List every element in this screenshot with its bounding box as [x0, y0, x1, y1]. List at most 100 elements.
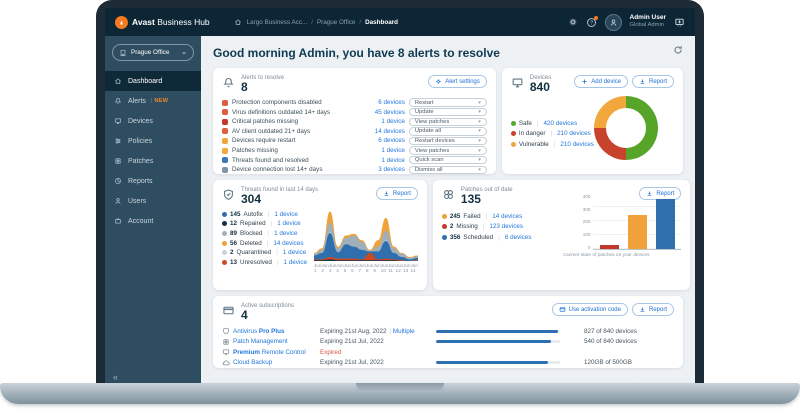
- alert-action-select[interactable]: Dismiss all ▾: [408, 165, 487, 174]
- patch-bar-chart: 400 300 200 100 0 Current state of patches o…: [531, 192, 682, 283]
- alert-action-select[interactable]: Update ▾: [408, 107, 487, 117]
- alert-action-label: Dismiss all: [414, 166, 443, 173]
- alert-action-select[interactable]: Quick scan ▾: [408, 155, 487, 165]
- brand-rest: Business Hub: [157, 17, 210, 27]
- sidebar-item-users[interactable]: Users: [105, 191, 201, 211]
- use-activation-code-button[interactable]: Use activation code: [551, 303, 628, 316]
- svg-text:?: ?: [589, 20, 592, 26]
- alert-label: Critical patches missing: [232, 118, 299, 126]
- x-tick-label: Jun 14: [410, 262, 418, 273]
- alerts-card-title: Alerts to resolve: [241, 75, 285, 81]
- legend-item-scheduled: 356 Scheduled | 6 devices: [441, 233, 532, 241]
- legend-count: 12: [230, 220, 238, 228]
- sidebar-item-label: Policies: [128, 137, 153, 145]
- legend-item-blocked: 89 Blocked | 1 device: [222, 230, 306, 237]
- patches-card: Patches out of date 135 Report: [432, 180, 691, 290]
- safe-devices-link[interactable]: 420 devices: [543, 120, 578, 128]
- subscription-name-link[interactable]: Patch Management: [222, 338, 320, 346]
- legend-item-quarantined: 2 Quarantined | 1 device: [222, 249, 306, 256]
- avatar[interactable]: [604, 13, 622, 31]
- threats-report-label: Report: [392, 190, 411, 197]
- sidebar-item-label: Reports: [128, 177, 153, 185]
- subscription-name-link[interactable]: Cloud Backup: [222, 359, 320, 367]
- alert-devices-link[interactable]: 45 devices: [374, 108, 405, 116]
- alert-action-select[interactable]: View patches ▾: [408, 146, 487, 155]
- threats-legend: 145 Autofix | 1 device 12 Repaired | 1 device …: [222, 210, 307, 275]
- failed-devices-link[interactable]: 14 devices: [492, 212, 523, 220]
- subscriptions-report-button[interactable]: Report: [631, 303, 674, 316]
- legend-label: Vulnerable: [518, 140, 549, 148]
- alert-devices-link[interactable]: 3 devices: [378, 166, 405, 174]
- sidebar-item-policies[interactable]: Policies: [105, 131, 201, 151]
- autofix-dot: [222, 211, 227, 217]
- legend-separator: |: [482, 223, 485, 231]
- sidebar-item-account[interactable]: Account: [105, 211, 201, 231]
- legend-item-repaired: 12 Repaired | 1 device: [222, 220, 306, 227]
- subscription-name-link[interactable]: Premium Remote Control: [222, 348, 320, 356]
- legend-separator: |: [276, 258, 279, 266]
- repaired-devices-link[interactable]: 1 device: [277, 220, 301, 228]
- vulnerable-devices-link[interactable]: 210 devices: [560, 140, 594, 148]
- in-danger-devices-link[interactable]: 210 devices: [557, 130, 591, 138]
- sidebar-item-alerts[interactable]: Alerts NEW: [105, 91, 201, 111]
- unresolved-devices-link[interactable]: 1 device: [283, 258, 307, 266]
- blocked-devices-link[interactable]: 1 device: [274, 229, 298, 237]
- alert-devices-link[interactable]: 1 device: [381, 156, 405, 164]
- help-icon[interactable]: ?: [586, 15, 598, 28]
- scheduled-dot: [441, 234, 447, 240]
- breadcrumb-site[interactable]: Prague Office: [316, 18, 356, 26]
- scheduled-devices-link[interactable]: 6 devices: [504, 233, 532, 241]
- alert-settings-button[interactable]: Alert settings: [428, 75, 487, 88]
- multiple-link[interactable]: Multiple: [390, 328, 415, 335]
- legend-label: Deleted: [240, 239, 262, 247]
- devices-report-button[interactable]: Report: [631, 75, 674, 88]
- breadcrumb-account[interactable]: Largo Business Acc...: [246, 18, 308, 26]
- missing-devices-link[interactable]: 123 devices: [489, 223, 524, 231]
- sidebar-item-devices[interactable]: Devices: [105, 111, 201, 131]
- alert-action-select[interactable]: View patches ▾: [408, 117, 487, 126]
- org-selector[interactable]: Prague Office: [112, 44, 194, 61]
- bell-icon: [222, 76, 235, 89]
- expiry-text: Expiring 21st Aug, 2022: [320, 327, 387, 335]
- subscription-name-link[interactable]: Antivirus Pro Plus: [222, 327, 320, 335]
- alert-label: Device connection lost 14+ days: [232, 166, 323, 174]
- autofix-devices-link[interactable]: 1 device: [274, 210, 298, 218]
- device-portal-icon[interactable]: [674, 17, 685, 28]
- alert-action-select[interactable]: Restart devices ▾: [408, 136, 487, 146]
- alert-action-select[interactable]: Update all ▾: [408, 127, 487, 136]
- subscription-name: Antivirus: [233, 327, 259, 335]
- alert-devices-link[interactable]: 6 devices: [378, 99, 405, 107]
- add-device-button[interactable]: Add device: [574, 75, 628, 88]
- threats-chart-area: Jun 1 Jun 2 Jun 3 Jun 4 Jun 5 Jun 6 Jun 7 Jun 8…: [314, 209, 418, 275]
- settings-gear-icon[interactable]: [568, 17, 578, 27]
- avast-logo[interactable]: Avast Business Hub: [115, 15, 210, 29]
- sidebar-item-patches[interactable]: Patches: [105, 151, 201, 171]
- user-menu[interactable]: Admin User Global Admin: [630, 14, 666, 29]
- sidebar-item-reports[interactable]: Reports: [105, 171, 201, 191]
- alert-action-select[interactable]: Restart ▾: [408, 98, 487, 107]
- x-tick-label: Jun 13: [403, 262, 411, 273]
- chevron-down-icon: ▾: [478, 109, 481, 116]
- chevron-down-icon: [181, 50, 187, 56]
- quarantined-devices-link[interactable]: 1 device: [282, 249, 307, 257]
- bell-icon: [114, 97, 123, 106]
- chevron-down-icon: ▾: [478, 147, 481, 154]
- chevron-down-icon: ▾: [478, 166, 481, 173]
- alert-devices-link[interactable]: 1 device: [381, 118, 405, 126]
- refresh-icon[interactable]: [673, 45, 683, 55]
- alerts-card-header: Alerts to resolve 8 Alert settings: [222, 75, 487, 95]
- alert-devices-link[interactable]: 6 devices: [378, 137, 405, 145]
- subscription-name: Patch Management: [233, 338, 288, 346]
- sidebar-collapse-button[interactable]: «: [113, 372, 119, 382]
- deleted-devices-link[interactable]: 14 devices: [273, 239, 304, 247]
- legend-label: In danger: [518, 130, 546, 138]
- sidebar-item-dashboard[interactable]: Dashboard: [105, 71, 201, 91]
- x-tick-label: Jun 9: [373, 262, 381, 273]
- page-title: Good morning Admin, you have 8 alerts to…: [213, 46, 500, 60]
- threats-report-button[interactable]: Report: [375, 187, 418, 200]
- devices-count: 840: [529, 80, 550, 94]
- alert-devices-link[interactable]: 1 device: [381, 147, 405, 155]
- report-pie-icon: [114, 177, 123, 186]
- subscription-progress-bar: [436, 361, 560, 365]
- alert-devices-link[interactable]: 14 devices: [374, 127, 405, 135]
